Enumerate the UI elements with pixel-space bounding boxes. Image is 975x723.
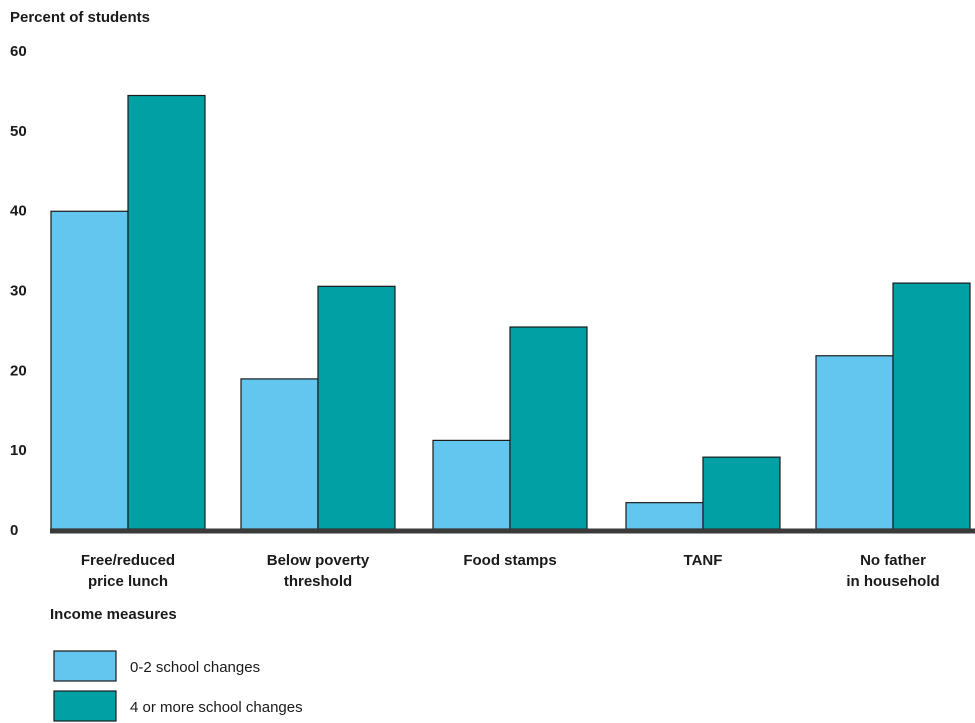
bar-series1-cat4 — [815, 355, 894, 530]
bar-series1-cat0 — [50, 210, 129, 530]
x-category-label-line: No father — [860, 552, 926, 569]
x-category-label-line: TANF — [684, 552, 723, 569]
y-tick-label: 60 — [10, 43, 27, 60]
x-axis-category-labels: Free/reduced price lunch Below poverty thre… — [81, 552, 940, 590]
bar-series1-cat2 — [432, 439, 511, 530]
bar-series1-cat1 — [240, 378, 319, 530]
bar-series1-cat3 — [625, 502, 704, 530]
bar-series2-cat4 — [892, 282, 971, 530]
y-tick-label: 20 — [10, 362, 27, 379]
bar-series2-cat2 — [509, 326, 588, 530]
legend-swatch — [53, 690, 117, 722]
x-axis-title: Income measures — [50, 606, 177, 623]
x-category-label: Free/reduced price lunch — [81, 552, 175, 590]
x-category-label-line: Free/reduced — [81, 552, 175, 569]
x-category-label-line: in household — [846, 573, 939, 590]
y-axis-title: Percent of students — [10, 9, 150, 26]
x-category-label-line: Below poverty — [267, 552, 370, 569]
legend-label: 4 or more school changes — [130, 699, 303, 716]
bar-series2-cat3 — [702, 456, 781, 530]
x-category-label: TANF — [684, 552, 723, 569]
legend: 0-2 school changes 4 or more school chang… — [53, 650, 303, 722]
y-tick-label: 50 — [10, 123, 27, 140]
bar-series2-cat0 — [127, 94, 206, 530]
x-category-label-line: Food stamps — [463, 552, 556, 569]
bars — [50, 94, 971, 530]
x-category-label: Food stamps — [463, 552, 556, 569]
x-category-label-line: threshold — [284, 573, 352, 590]
y-tick-label: 30 — [10, 283, 27, 300]
y-tick-label: 0 — [10, 522, 18, 539]
x-category-label: No father in household — [846, 552, 939, 590]
y-axis-ticks: 0 10 20 30 40 50 60 — [10, 43, 27, 539]
x-category-label: Below poverty threshold — [267, 552, 370, 590]
x-category-label-line: price lunch — [88, 573, 168, 590]
y-tick-label: 10 — [10, 442, 27, 459]
y-tick-label: 40 — [10, 203, 27, 220]
bar-series2-cat1 — [317, 285, 396, 530]
legend-label: 0-2 school changes — [130, 659, 260, 676]
legend-swatch — [53, 650, 117, 682]
